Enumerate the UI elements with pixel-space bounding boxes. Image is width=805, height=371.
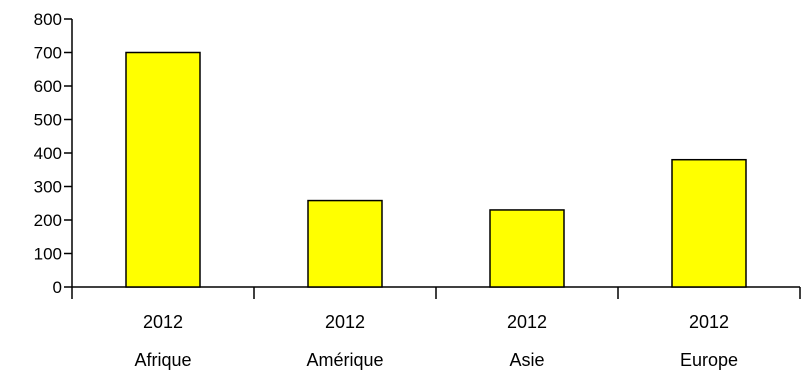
x-tick-category-label: Asie xyxy=(509,350,544,370)
bars xyxy=(125,51,747,288)
y-tick-label: 200 xyxy=(34,211,62,230)
bar-amerique xyxy=(307,199,383,288)
category-labels: 2012 Afrique 2012 Amérique 2012 Asie 2012 Europ… xyxy=(134,312,738,370)
bar-asie xyxy=(489,209,565,288)
x-tick-year-label: 2012 xyxy=(689,312,729,332)
y-tick-label: 700 xyxy=(34,44,62,63)
x-axis xyxy=(71,286,801,299)
x-tick-year-label: 2012 xyxy=(325,312,365,332)
y-tick-label: 0 xyxy=(53,278,62,297)
bar-europe xyxy=(671,158,747,288)
y-tick-label: 800 xyxy=(34,10,62,29)
y-tick-label: 300 xyxy=(34,178,62,197)
x-tick-year-label: 2012 xyxy=(507,312,547,332)
x-tick-category-label: Afrique xyxy=(134,350,191,370)
bar-afrique xyxy=(125,51,201,288)
x-tick-year-label: 2012 xyxy=(143,312,183,332)
y-tick-label: 100 xyxy=(34,245,62,264)
x-tick-category-label: Europe xyxy=(680,350,738,370)
y-tick-label: 600 xyxy=(34,77,62,96)
y-axis: 0 100 200 300 400 500 600 700 800 xyxy=(34,10,73,297)
y-tick-label: 400 xyxy=(34,144,62,163)
x-tick-category-label: Amérique xyxy=(306,350,383,370)
y-tick-label: 500 xyxy=(34,111,62,130)
